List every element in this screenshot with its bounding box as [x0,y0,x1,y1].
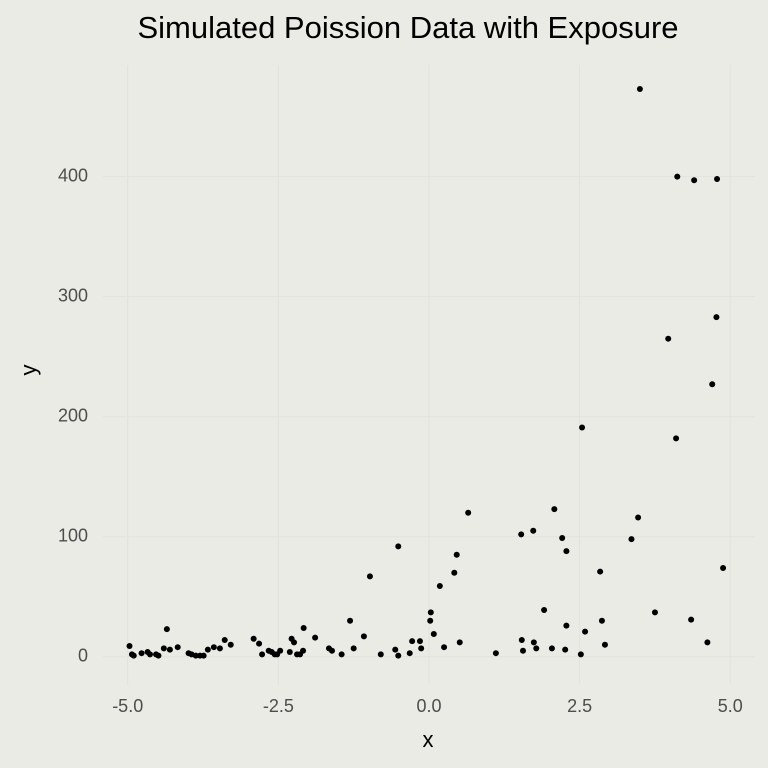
point [441,644,448,651]
point [673,435,680,442]
point [406,650,413,657]
point [192,652,199,659]
point [350,645,357,652]
point [166,646,173,653]
point [216,645,223,652]
point [520,647,527,654]
point [430,630,437,637]
y-tick-label: 0 [78,646,88,666]
point [456,639,463,646]
point [160,645,167,652]
point [562,646,569,653]
chart-title: Simulated Poission Data with Exposure [137,10,678,45]
point [277,647,284,654]
point [635,514,642,521]
point [601,641,608,648]
point [665,335,672,342]
point [155,652,162,659]
y-tick-label: 200 [58,405,88,425]
point [328,647,335,654]
point [465,509,472,516]
point [597,568,604,575]
point [300,647,307,654]
point [714,176,721,183]
point [492,650,499,657]
point [533,645,540,652]
point [582,628,589,635]
point [551,506,558,513]
point [395,543,402,550]
point [200,652,207,659]
point [259,651,266,658]
point [563,548,570,555]
x-tick-label: -5.0 [112,696,143,716]
point [453,551,460,558]
point [221,636,228,643]
point [138,650,145,657]
point [563,622,570,629]
point [436,582,443,589]
point [709,381,716,388]
point [409,638,416,645]
x-axis-label: x [423,727,434,752]
point [418,645,425,652]
point [366,573,373,580]
point [256,640,263,647]
point [210,644,217,651]
point [579,424,586,431]
point [530,639,537,646]
point [518,531,525,538]
point [291,639,298,646]
point [713,314,720,321]
point [227,641,234,648]
point [163,626,170,633]
point [416,638,423,645]
y-tick-label: 100 [58,526,88,546]
point [541,606,548,613]
point [530,527,537,534]
point [377,651,384,658]
point [130,652,137,659]
point [720,564,727,571]
point [691,177,698,184]
point [674,173,681,180]
point [518,636,525,643]
point [174,644,181,651]
point [312,634,319,641]
point [628,536,635,543]
point [427,609,434,616]
point [598,617,605,624]
point [338,651,345,658]
x-tick-label: -2.5 [263,696,294,716]
x-tick-label: 5.0 [718,696,743,716]
point [427,617,434,624]
point [704,639,711,646]
point [651,609,658,616]
point [395,652,402,659]
y-axis-label: y [16,365,41,376]
point [548,645,555,652]
y-tick-label: 400 [58,165,88,185]
point [559,534,566,541]
point [451,569,458,576]
point [392,646,399,653]
x-tick-label: 0.0 [416,696,441,716]
point [688,616,695,623]
y-tick-label: 300 [58,285,88,305]
x-tick-label: 2.5 [567,696,592,716]
point [577,651,584,658]
point [636,86,643,93]
point [126,642,133,649]
point [300,624,307,631]
point [347,617,354,624]
point [250,635,257,642]
point [204,646,211,653]
point [147,651,154,658]
point [360,633,367,640]
point [286,648,293,655]
